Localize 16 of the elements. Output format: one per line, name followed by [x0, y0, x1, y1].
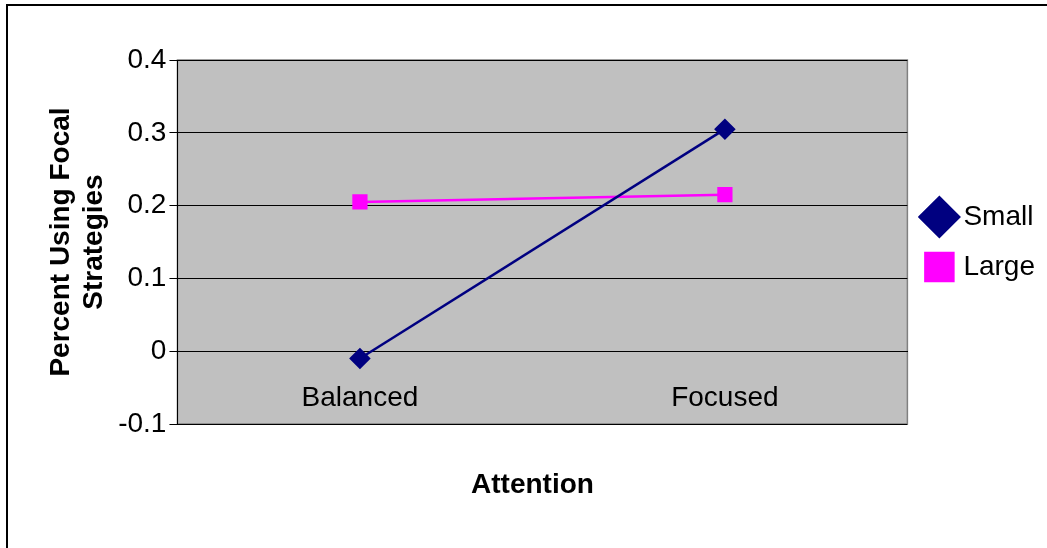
y-tick-label: 0.3 — [127, 115, 167, 147]
legend-label: Small — [963, 199, 1034, 231]
y-tick-label: -0.1 — [118, 406, 167, 438]
x-tick-label: Focused — [671, 380, 779, 412]
y-tick-label: 0.4 — [127, 42, 167, 74]
y-tick-label: 0.1 — [127, 261, 167, 293]
x-tick-label: Balanced — [301, 380, 419, 412]
legend-label: Large — [963, 249, 1036, 281]
point — [717, 187, 733, 203]
y-tick-label: 0.2 — [127, 188, 167, 220]
point — [352, 194, 368, 210]
point — [349, 348, 371, 369]
point — [714, 118, 736, 140]
y-tick-label: 0 — [150, 333, 167, 365]
y-axis-title: Percent Using Focal Strategies — [43, 107, 109, 377]
x-axis-title: Attention — [470, 468, 595, 500]
